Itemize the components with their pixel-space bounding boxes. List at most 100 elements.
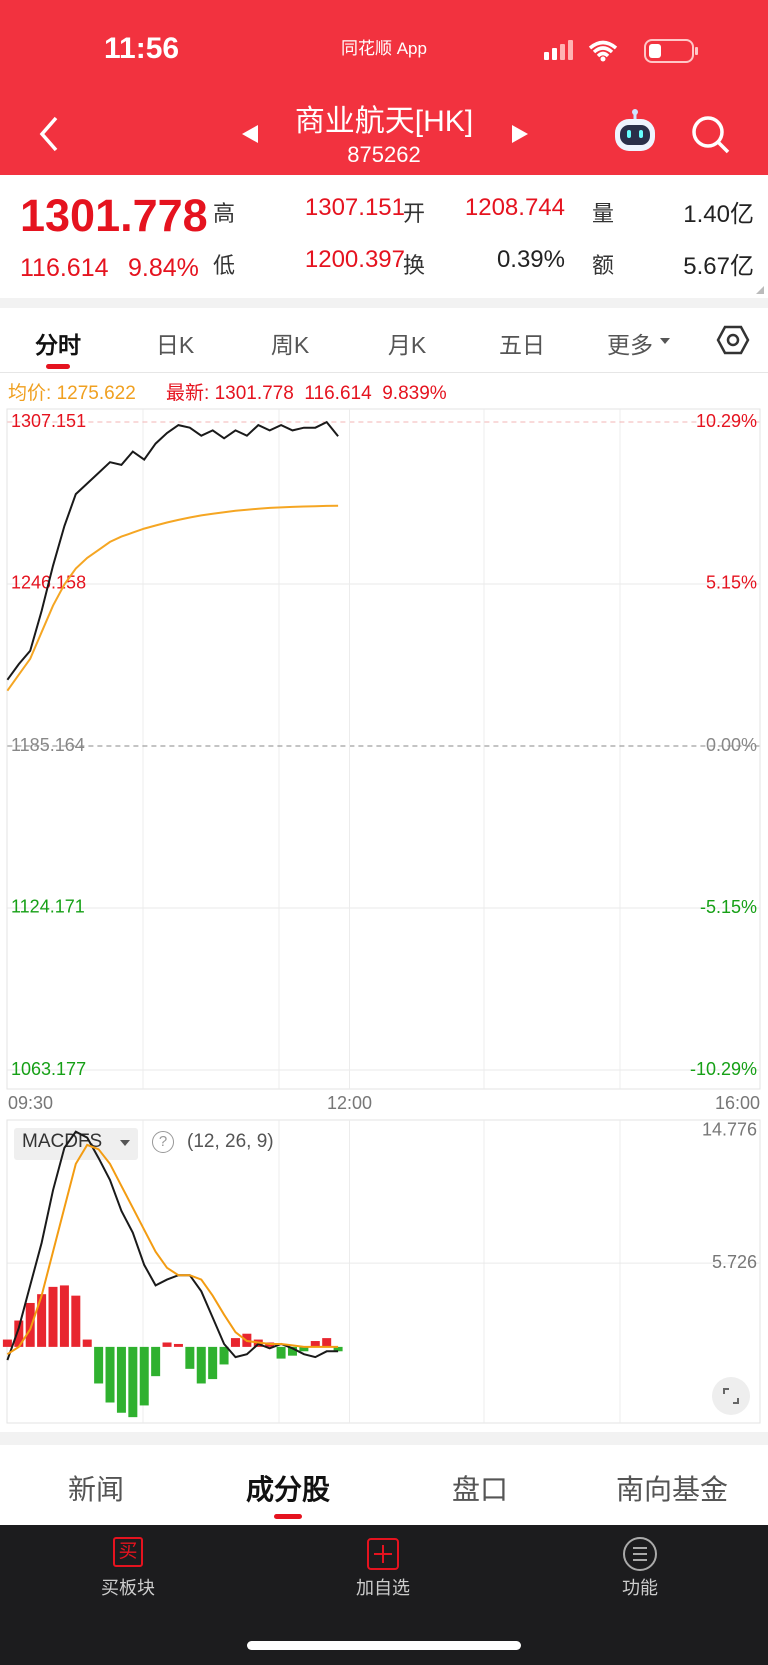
latest-pct: 9.839% [382,383,447,404]
expand-button[interactable] [711,1376,751,1416]
robot-button[interactable] [610,108,660,158]
y-tick-label: 1124.171 [11,897,85,917]
avg-value: 1275.622 [56,383,136,404]
stat-value: 1208.744 [464,194,565,221]
stat-label: 换 [403,253,426,278]
y2-tick-label: 10.29% [696,411,757,431]
home-indicator [247,1641,521,1650]
tab-indicator [46,364,70,369]
macd-bar [94,1346,104,1384]
separator [0,298,768,308]
macd-bar [105,1346,115,1403]
macd-bar [322,1338,332,1347]
separator [0,1432,768,1445]
macd-bar [48,1286,58,1347]
stock-title: 商业航天[HK] [294,105,474,138]
bottom-tab-indicator [274,1514,302,1519]
nav-icon-buy[interactable]: 买 [113,1537,143,1567]
stat-value: 0.39% [496,246,565,273]
macd-bar [287,1346,297,1356]
macd-bar [208,1346,218,1380]
latest-info: 最新: 1301.778 116.614 9.839% [166,378,447,405]
settings-button[interactable] [716,324,750,356]
more-arrow [660,338,670,344]
x-tick-label: 12:00 [327,1093,372,1113]
y2-tick-label: 0.00% [706,735,757,755]
latest-value: 1301.778 [214,383,294,404]
nav-icon-menu[interactable] [622,1536,658,1572]
macd-bar [71,1295,81,1347]
chart-tab[interactable]: 日K [155,332,195,358]
bottom-tab[interactable]: 新闻 [67,1474,124,1505]
macd-bar [230,1338,240,1347]
stock-code: 875262 [347,142,421,167]
bottom-tab[interactable]: 南向基金 [615,1474,728,1505]
stat-value: 5.67亿 [683,253,754,280]
last-price: 1301.778 [20,190,208,241]
stat-label: 量 [592,201,615,226]
y-tick-label: 1307.151 [11,411,86,431]
avg-line [6,504,339,692]
search-button[interactable] [690,114,732,156]
divider [0,372,768,373]
macd-bar [219,1346,229,1365]
indicator-dropdown[interactable] [14,1128,138,1160]
macd-bar [139,1346,149,1406]
stat-value: 1307.151 [304,194,405,221]
macd-bar [173,1343,183,1347]
price-change: 116.614 [20,254,109,282]
back-button[interactable] [34,114,64,154]
bottom-tab[interactable]: 成分股 [245,1474,330,1505]
latest-change: 116.614 [304,383,372,404]
macd-bar [116,1346,126,1413]
status-icons [544,39,698,63]
y-tick-label: 1063.177 [11,1059,86,1079]
price-change-pct: 9.84% [128,254,199,282]
y2-tick-label: -10.29% [690,1059,757,1079]
macd-bar [333,1346,343,1352]
macd-bar [82,1339,92,1347]
macd-bar [25,1302,35,1347]
macd-bar [59,1285,69,1347]
dropdown-arrow [120,1140,130,1146]
chart-tab[interactable]: 月K [387,332,427,358]
price-panel [6,408,761,1090]
y-tick-label: 1185.164 [11,735,85,755]
y-tick-label: 5.726 [712,1252,757,1272]
y2-tick-label: -5.15% [700,897,757,917]
help-icon[interactable]: ? [152,1131,174,1153]
nav-label[interactable]: 功能 [622,1578,658,1598]
corner-mark [756,286,764,294]
next-button[interactable] [508,122,532,146]
y2-tick-label: 5.15% [706,573,757,593]
macd-bar [196,1346,206,1384]
macd-bar [276,1346,286,1359]
chart-tab[interactable]: 分时 [35,332,81,358]
chart-tab[interactable]: 五日 [499,332,545,358]
macd-bar [128,1346,138,1418]
macd-bar [37,1294,47,1347]
status-app: 同花顺 App [341,39,427,58]
bottom-tab[interactable]: 盘口 [451,1474,508,1505]
stat-value: 1200.397 [304,246,405,273]
latest-label: 最新: [166,383,210,404]
nav-label[interactable]: 加自选 [356,1578,410,1598]
y-tick-label: 14.776 [702,1119,757,1139]
indicator-params: (12, 26, 9) [187,1131,274,1152]
chart-tab[interactable]: 更多 [607,332,653,358]
dea-line [6,1143,339,1356]
macd-bar [310,1341,320,1347]
x-tick-label: 16:00 [715,1093,760,1113]
macd-bar [299,1346,309,1352]
status-time: 11:56 [104,32,180,65]
stat-label: 低 [213,253,236,278]
nav-icon-add[interactable] [366,1537,400,1571]
chart-tab[interactable]: 周K [270,332,310,358]
prev-button[interactable] [238,122,262,146]
macd-bar [185,1346,195,1369]
avg-label: 均价: [8,383,52,404]
nav-label[interactable]: 买板块 [101,1578,155,1598]
macd-panel [6,1119,761,1424]
